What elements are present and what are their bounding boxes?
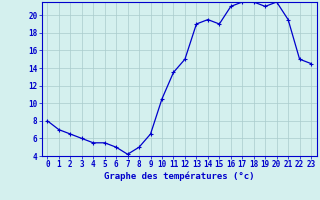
X-axis label: Graphe des températures (°c): Graphe des températures (°c): [104, 172, 254, 181]
